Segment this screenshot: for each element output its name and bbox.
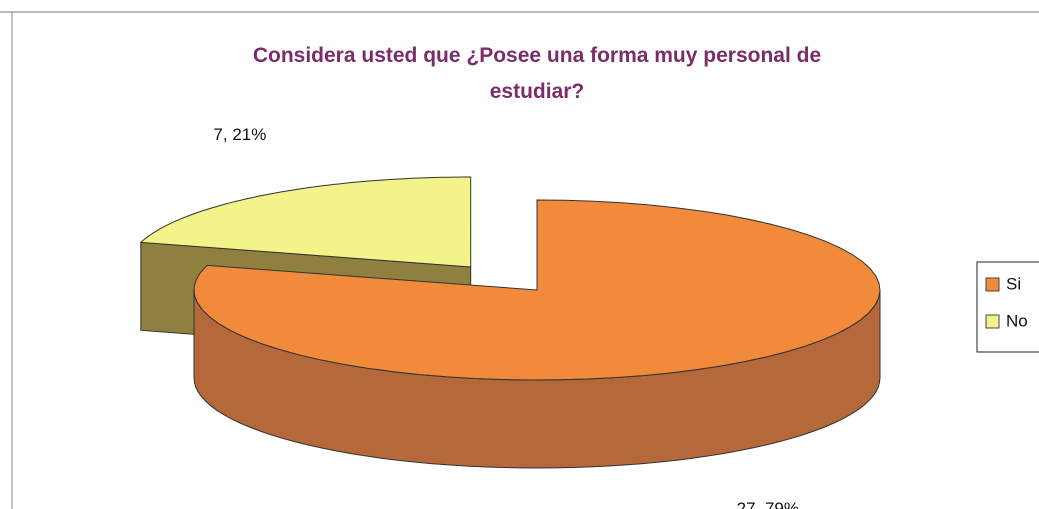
legend-box <box>976 261 1039 353</box>
data-label: 27, 79% <box>737 499 799 509</box>
chart-title: Considera usted que ¿Posee una forma muy… <box>252 44 822 103</box>
legend-label: Si <box>1006 274 1021 293</box>
pie-slice <box>140 176 472 268</box>
data-label: 7, 21% <box>213 125 266 144</box>
legend-swatch <box>985 277 1000 292</box>
legend-label: No <box>1006 311 1028 330</box>
pie-slice <box>193 199 881 381</box>
legend-swatch <box>985 314 1000 329</box>
